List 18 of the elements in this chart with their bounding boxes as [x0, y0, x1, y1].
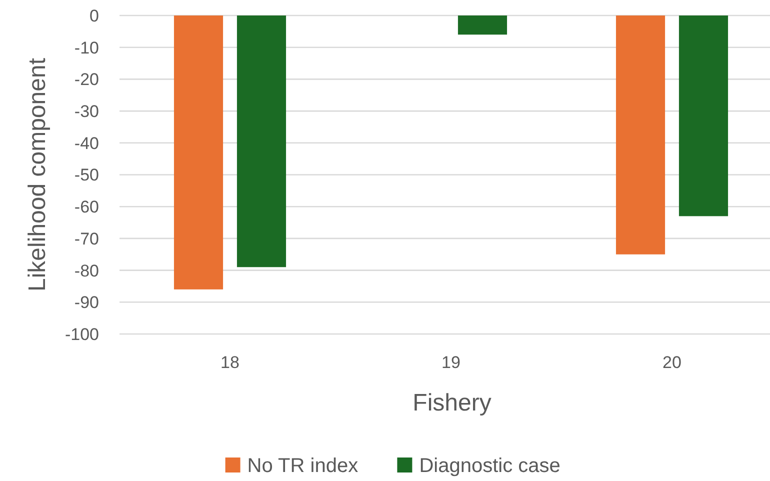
- y-tick-label: -30: [74, 102, 99, 121]
- x-axis-title: Fishery: [412, 389, 492, 416]
- y-tick-label: -50: [74, 166, 99, 185]
- x-tick-label: 19: [442, 352, 460, 372]
- y-tick-label: -60: [74, 198, 99, 217]
- y-tick-label: -40: [74, 134, 99, 153]
- x-tick-label: 18: [220, 352, 240, 372]
- y-axis-title: Likelihood component: [24, 58, 51, 292]
- legend-label: Diagnostic case: [419, 455, 560, 477]
- y-tick-label: -20: [74, 70, 99, 90]
- y-tick-label: -10: [74, 38, 99, 58]
- y-tick-label: -90: [74, 293, 99, 312]
- y-tick-label: 0: [90, 6, 99, 26]
- y-tick-label: -100: [64, 324, 99, 344]
- x-tick-label: 20: [662, 352, 682, 372]
- y-tick-label: -80: [74, 261, 99, 280]
- y-tick-label: -70: [74, 229, 99, 248]
- legend-label: No TR index: [247, 455, 358, 477]
